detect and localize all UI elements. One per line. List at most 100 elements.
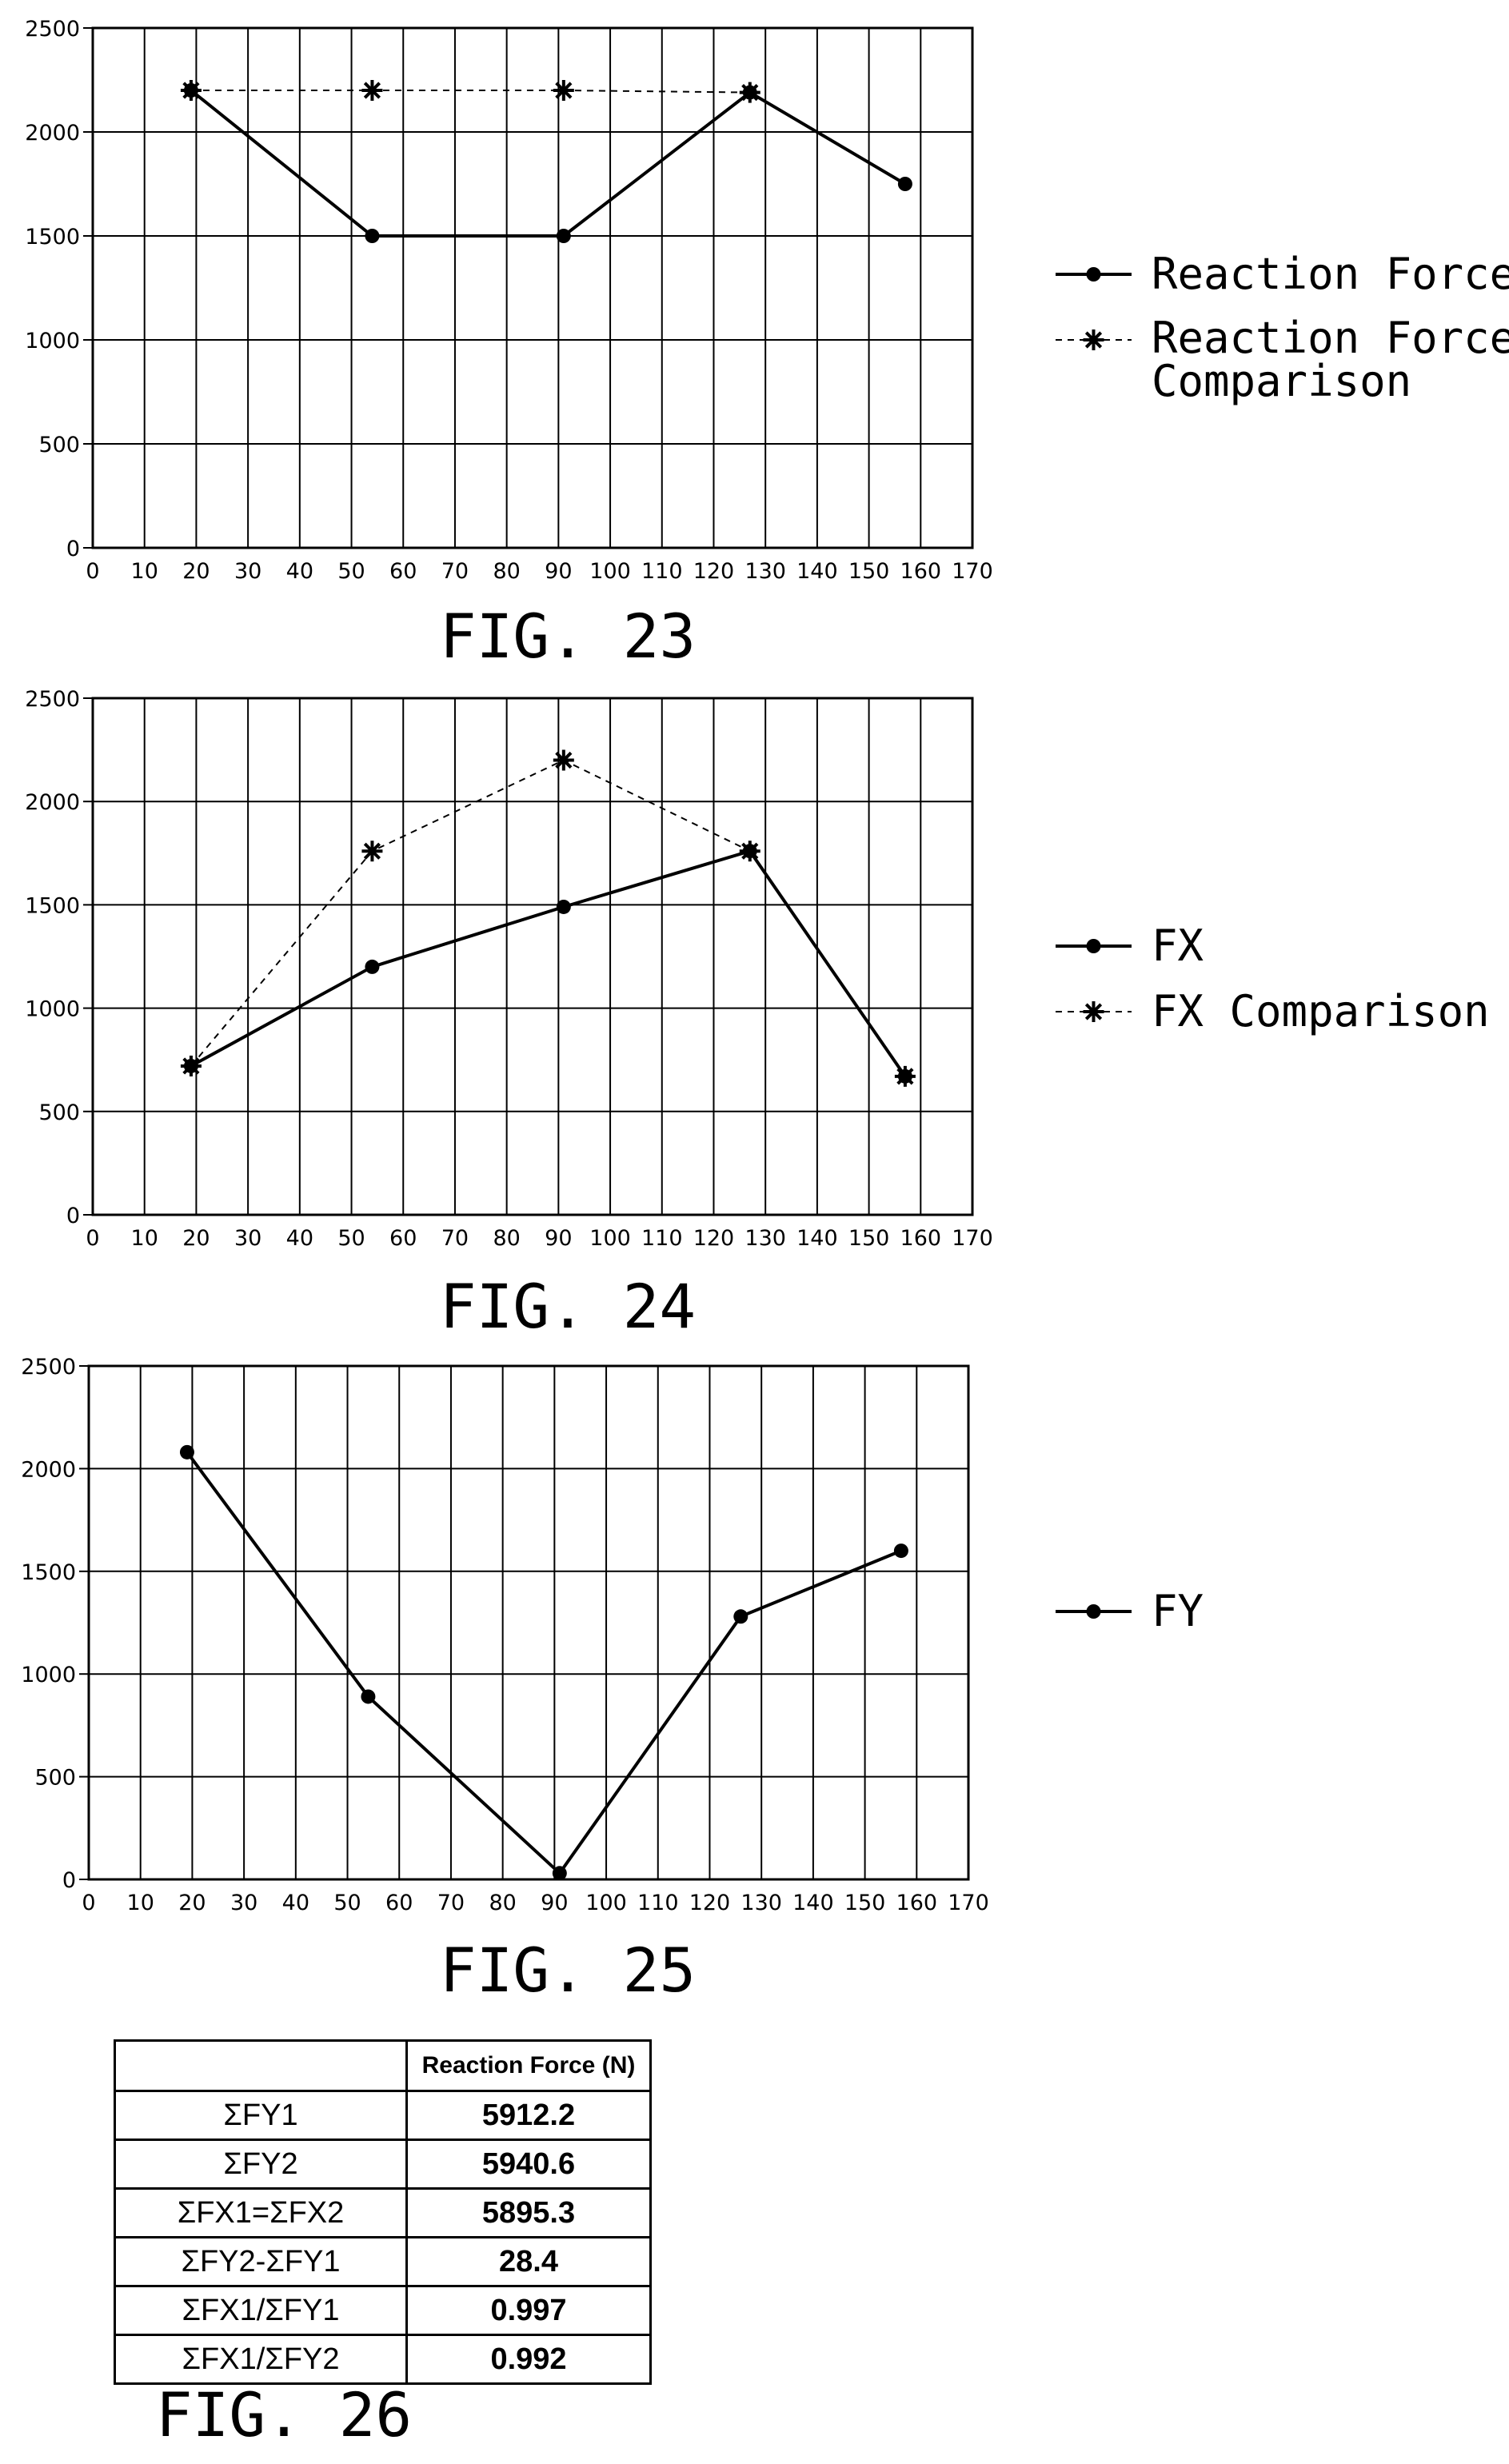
x-tick-label: 90 <box>545 559 572 584</box>
x-tick-label: 170 <box>952 559 993 584</box>
table-row-label: ΣFX1/ΣFY1 <box>114 2285 408 2336</box>
dot-marker <box>556 899 571 914</box>
dot-marker <box>552 1866 567 1881</box>
x-tick-label: 40 <box>286 1226 313 1251</box>
table-row: ΣFY2-ΣFY1 28.4 <box>114 2236 652 2287</box>
x-tick-label: 20 <box>178 1891 206 1915</box>
table-row: ΣFX1=ΣFX2 5895.3 <box>114 2187 652 2238</box>
dot-marker <box>893 1543 908 1559</box>
line-chart-1: 0 10 20 30 40 50 60 70 80 90 100 110 120 130 140 150 160… <box>25 17 1509 672</box>
x-tick-label: 60 <box>389 559 417 584</box>
line-chart-3: 0 10 20 30 40 50 60 70 80 90 100 110 120 130 140 150 160… <box>21 1355 1204 2006</box>
x-tick-label: 160 <box>900 559 942 584</box>
table-header-cell <box>114 2039 408 2092</box>
figure-caption: FIG. 24 <box>440 1271 696 1342</box>
star-marker <box>553 749 574 771</box>
x-tick-label: 120 <box>693 1226 735 1251</box>
y-tick-label: 0 <box>66 537 80 561</box>
x-tick-label: 90 <box>541 1891 568 1915</box>
x-tick-label: 110 <box>637 1891 679 1915</box>
dot-marker <box>365 229 380 243</box>
x-tick-label: 140 <box>792 1891 834 1915</box>
legend-entry: FY <box>1056 1586 1204 1636</box>
table-header-row: Reaction Force (N) <box>114 2039 652 2092</box>
y-tick-label: 1500 <box>25 893 80 918</box>
table-row-label: ΣFX1/ΣFY2 <box>114 2334 408 2385</box>
x-tick-label: 20 <box>182 1226 210 1251</box>
legend-star-marker <box>1083 329 1104 350</box>
x-tick-label: 160 <box>900 1226 942 1251</box>
legend-label-continuation: Comparison <box>1152 356 1411 406</box>
y-tick-label: 0 <box>66 1204 80 1228</box>
x-tick-label: 50 <box>337 559 365 584</box>
x-tick-label: 130 <box>745 559 786 584</box>
charts-canvas: 0 10 20 30 40 50 60 70 80 90 100 110 120 130 140 150 160… <box>21 17 1509 2006</box>
legend-entry: Reaction Force <box>1056 249 1509 299</box>
x-tick-label: 100 <box>589 559 631 584</box>
dot-marker <box>556 229 571 243</box>
x-tick-label: 140 <box>796 559 838 584</box>
y-tick-label: 500 <box>34 1766 76 1791</box>
plot-frame <box>91 26 974 549</box>
star-marker <box>894 1065 916 1087</box>
x-tick-label: 10 <box>127 1891 154 1915</box>
x-tick-label: 30 <box>234 1226 261 1251</box>
figure-caption: FIG. 25 <box>440 1935 696 2006</box>
star-marker <box>361 841 383 862</box>
dot-marker <box>733 1609 749 1624</box>
x-tick-label: 60 <box>389 1226 417 1251</box>
x-tick-label: 70 <box>441 559 469 584</box>
x-tick-label: 50 <box>337 1226 365 1251</box>
x-tick-label: 100 <box>589 1226 631 1251</box>
x-tick-label: 120 <box>693 559 735 584</box>
y-tick-label: 1000 <box>25 997 80 1022</box>
table-row: ΣFY2 5940.6 <box>114 2139 652 2190</box>
y-tick-label: 500 <box>38 433 80 457</box>
legend-dot-marker <box>1086 267 1101 282</box>
dot-marker <box>365 959 380 974</box>
legend-label: FX <box>1152 921 1204 971</box>
x-tick-label: 120 <box>689 1891 731 1915</box>
dot-marker <box>179 1444 194 1460</box>
x-tick-label: 150 <box>848 1226 890 1251</box>
star-marker-stroke <box>555 82 573 99</box>
star-marker <box>180 1055 202 1076</box>
y-tick-label: 2500 <box>25 687 80 712</box>
y-tick-label: 2000 <box>25 121 80 146</box>
x-tick-label: 170 <box>952 1226 993 1251</box>
legend-entry: FX <box>1056 921 1204 971</box>
legend-label: Reaction Force <box>1152 249 1509 299</box>
legend-dot-marker <box>1086 1604 1101 1619</box>
star-marker-stroke <box>1084 331 1103 349</box>
star-marker-stroke <box>741 842 759 860</box>
star-marker-stroke <box>363 842 381 860</box>
plot-frame <box>91 697 974 1216</box>
legend-label: FX Comparison <box>1152 986 1490 1036</box>
y-tick-label: 1000 <box>21 1663 76 1687</box>
x-tick-label: 10 <box>131 1226 158 1251</box>
x-tick-label: 30 <box>230 1891 257 1915</box>
x-tick-label: 150 <box>844 1891 886 1915</box>
star-marker-stroke <box>363 82 381 99</box>
y-tick-label: 500 <box>38 1100 80 1125</box>
x-tick-label: 160 <box>896 1891 938 1915</box>
x-tick-label: 10 <box>131 559 158 584</box>
x-tick-label: 30 <box>234 559 261 584</box>
table-row-label: ΣFY2 <box>114 2139 408 2190</box>
table-row-label: ΣFY1 <box>114 2090 408 2141</box>
y-tick-label: 0 <box>62 1868 76 1893</box>
x-tick-label: 90 <box>545 1226 572 1251</box>
x-tick-label: 0 <box>82 1891 95 1915</box>
x-tick-label: 40 <box>282 1891 309 1915</box>
x-tick-label: 70 <box>441 1226 469 1251</box>
x-tick-label: 140 <box>796 1226 838 1251</box>
table-header-cell: Reaction Force (N) <box>405 2039 652 2092</box>
table-row-value: 5895.3 <box>405 2187 652 2238</box>
star-marker <box>180 80 202 101</box>
y-tick-label: 2500 <box>25 17 80 42</box>
star-marker <box>739 841 760 862</box>
x-tick-label: 0 <box>86 1226 99 1251</box>
figure-caption: FIG. 26 <box>155 2379 413 2450</box>
